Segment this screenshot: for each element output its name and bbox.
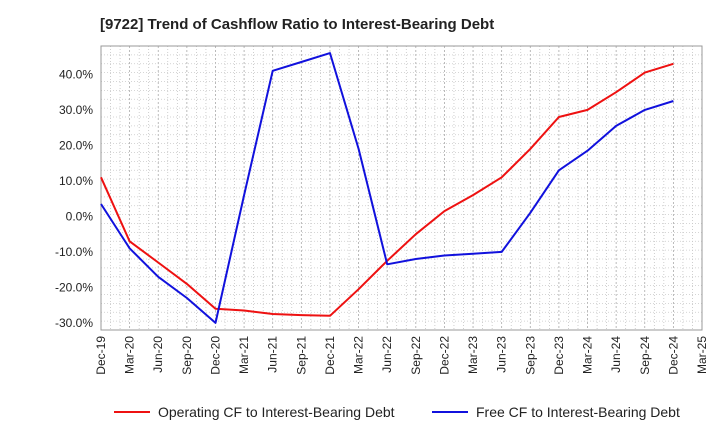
y-tick-label: 0.0% [66, 209, 94, 223]
x-tick-label: Jun-24 [609, 336, 623, 373]
y-tick-label: -10.0% [55, 245, 93, 259]
x-tick-label: Sep-21 [294, 336, 308, 375]
series-line-free-cf [100, 52, 674, 324]
x-tick-label: Jun-23 [495, 336, 509, 373]
x-tick-label: Dec-21 [323, 336, 337, 375]
x-tick-label: Mar-21 [237, 336, 251, 374]
x-tick-label: Jun-20 [151, 336, 165, 373]
legend-label-operating-cf: Operating CF to Interest-Bearing Debt [158, 404, 395, 420]
x-tick-label: Dec-22 [437, 336, 451, 375]
y-tick-label: 30.0% [59, 103, 93, 117]
x-tick-label: Dec-24 [666, 336, 680, 375]
legend-item-operating-cf: Operating CF to Interest-Bearing Debt [114, 404, 395, 420]
y-tick-label: 20.0% [59, 138, 93, 152]
x-tick-label: Sep-20 [180, 336, 194, 375]
y-tick-label: 10.0% [59, 174, 93, 188]
x-tick-label: Sep-24 [638, 336, 652, 375]
x-tick-label: Dec-23 [552, 336, 566, 375]
x-tick-label: Mar-23 [466, 336, 480, 374]
y-tick-label: -20.0% [55, 280, 93, 294]
plot-area [100, 45, 703, 331]
legend-swatch-free-cf [432, 411, 468, 413]
legend-item-free-cf: Free CF to Interest-Bearing Debt [432, 404, 680, 420]
x-tick-label: Jun-22 [380, 336, 394, 373]
y-tick-label: -30.0% [55, 316, 93, 330]
x-tick-label: Mar-22 [352, 336, 366, 374]
x-tick-label: Mar-25 [695, 336, 709, 374]
x-tick-label: Mar-24 [581, 336, 595, 374]
series-lines [100, 52, 674, 324]
y-tick-label: 40.0% [59, 67, 93, 81]
axes [100, 45, 703, 331]
chart-title: [9722] Trend of Cashflow Ratio to Intere… [100, 16, 495, 33]
tick-labels: -30.0% -20.0% -10.0% 0.0% 10.0% 20.0% 30.0% 40.… [55, 67, 709, 374]
x-tick-label: Mar-20 [123, 336, 137, 374]
x-tick-label: Sep-23 [523, 336, 537, 375]
x-tick-label: Dec-19 [94, 336, 108, 375]
x-tick-label: Sep-22 [409, 336, 423, 375]
x-tick-label: Jun-21 [266, 336, 280, 373]
legend: Operating CF to Interest-Bearing Debt Fr… [0, 404, 720, 426]
x-tick-label: Dec-20 [208, 336, 222, 375]
legend-label-free-cf: Free CF to Interest-Bearing Debt [476, 404, 680, 420]
legend-swatch-operating-cf [114, 411, 150, 413]
